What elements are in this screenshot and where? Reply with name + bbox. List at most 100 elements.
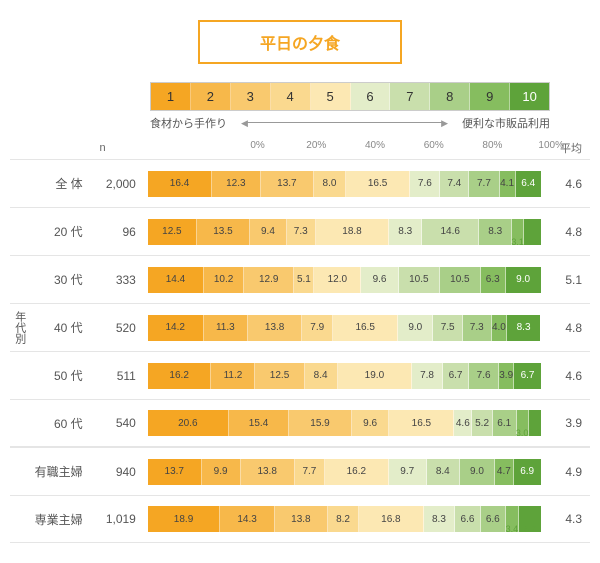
- bar-segment: 9.0: [506, 267, 541, 293]
- bar-segment: 13.8: [241, 459, 295, 485]
- stacked-bar: 14.410.212.95.112.09.610.510.56.39.0: [148, 267, 541, 293]
- legend-right-label: 便利な市販品利用: [462, 115, 550, 131]
- bar-segment: 6.3: [481, 267, 506, 293]
- data-row: 60 代54020.615.415.99.616.54.65.26.13.03.…: [10, 399, 590, 447]
- bar-segment: 18.9: [148, 506, 220, 532]
- bar-segment: 11.3: [204, 315, 248, 341]
- row-category: 20 代: [28, 223, 89, 240]
- bar-segment: 16.5: [346, 171, 411, 197]
- bar-segment: 5.1: [294, 267, 314, 293]
- bar-segment: 12.9: [244, 267, 294, 293]
- stacked-bar: 20.615.415.99.616.54.65.26.13.03.1: [148, 410, 541, 436]
- row-average: 4.3: [541, 512, 590, 526]
- legend-cell-10: 10: [510, 83, 549, 110]
- bar-segment: 14.3: [220, 506, 275, 532]
- stacked-bar: 14.211.313.87.916.59.07.57.34.08.3: [148, 315, 541, 341]
- bar-segment: 15.9: [289, 410, 351, 436]
- bar-segment: 20.6: [148, 410, 229, 436]
- scale-legend: 12345678910: [150, 82, 550, 111]
- data-row: 専業主婦1,01918.914.313.88.216.88.36.66.63.4…: [10, 495, 590, 543]
- axis-tick: 60%: [424, 140, 444, 151]
- bar-segment: 3.4: [506, 506, 519, 532]
- bar-segment: 8.0: [314, 171, 345, 197]
- bar-segment: 18.8: [316, 219, 390, 245]
- data-row: 30 代33314.410.212.95.112.09.610.510.56.3…: [10, 255, 590, 303]
- bar-segment: 9.6: [361, 267, 399, 293]
- axis-tick: 0%: [250, 140, 264, 151]
- bar-segment: 10.2: [204, 267, 244, 293]
- row-n: 2,000: [89, 177, 148, 191]
- bar-segment: 8.2: [328, 506, 359, 532]
- data-row: 20 代9612.513.59.47.318.88.314.68.33.14.2…: [10, 207, 590, 255]
- data-row: 年代別40 代52014.211.313.87.916.59.07.57.34.…: [10, 303, 590, 351]
- bar-segment: 4.1: [500, 171, 516, 197]
- bar-segment: 7.3: [287, 219, 316, 245]
- bar-segment: 12.0: [314, 267, 361, 293]
- row-average: 5.1: [541, 273, 590, 287]
- bar-segment: 14.6: [422, 219, 479, 245]
- row-n: 940: [89, 465, 148, 479]
- bar-segment: 6.7: [443, 363, 469, 389]
- legend-left-label: 食材から手作り: [150, 115, 227, 131]
- row-category: 60 代: [28, 415, 89, 432]
- row-average: 4.8: [541, 225, 590, 239]
- data-row: 50 代51116.211.212.58.419.07.86.77.63.96.…: [10, 351, 590, 399]
- bar-segment: 13.7: [148, 459, 202, 485]
- row-n: 520: [89, 321, 148, 335]
- row-average: 3.9: [541, 416, 590, 430]
- rows-container: 全 体2,00016.412.313.78.016.57.67.47.74.16…: [10, 159, 590, 543]
- bar-segment: 7.8: [412, 363, 443, 389]
- bar-segment: 8.3: [389, 219, 422, 245]
- legend-cell-6: 6: [351, 83, 391, 110]
- bar-segment: 12.5: [255, 363, 304, 389]
- row-n: 511: [89, 369, 148, 383]
- bar-segment: 7.7: [295, 459, 325, 485]
- bar-segment: 7.5: [433, 315, 462, 341]
- bar-segment: 19.0: [338, 363, 413, 389]
- data-row: 全 体2,00016.412.313.78.016.57.67.47.74.16…: [10, 159, 590, 207]
- chart-title-box: 平日の夕食: [198, 20, 402, 64]
- bar-segment: 5.7: [519, 506, 541, 532]
- bar-segment: 6.7: [514, 363, 540, 389]
- stacked-bar: 13.79.913.87.716.29.78.49.04.76.9: [148, 459, 541, 485]
- bar-segment: 13.5: [197, 219, 250, 245]
- legend-cell-7: 7: [390, 83, 430, 110]
- row-category: 50 代: [28, 367, 89, 384]
- axis-tick: 80%: [482, 140, 502, 151]
- bar-segment: 14.2: [148, 315, 204, 341]
- bar-segment: 9.7: [389, 459, 427, 485]
- axis-tick: 20%: [306, 140, 326, 151]
- bar-segment: 11.2: [211, 363, 255, 389]
- bar-segment: 16.5: [333, 315, 398, 341]
- bar-segment: 6.1: [493, 410, 517, 436]
- bar-segment: 8.3: [424, 506, 456, 532]
- data-row: 有職主婦94013.79.913.87.716.29.78.49.04.76.9…: [10, 447, 590, 495]
- row-average: 4.6: [541, 369, 590, 383]
- legend-cell-5: 5: [311, 83, 351, 110]
- stacked-bar: 12.513.59.47.318.88.314.68.33.14.2: [148, 219, 541, 245]
- bar-segment: 7.6: [410, 171, 440, 197]
- legend-arrow: ◀▶: [227, 115, 462, 131]
- bar-segment: 14.4: [148, 267, 204, 293]
- row-category: 40 代: [28, 319, 89, 336]
- row-n: 540: [89, 416, 148, 430]
- chart-container: 平日の夕食 12345678910 食材から手作り ◀▶ 便利な市販品利用 n …: [0, 0, 600, 563]
- bar-segment: 10.5: [399, 267, 440, 293]
- bar-segment: 3.1: [529, 410, 541, 436]
- bar-segment: 9.6: [352, 410, 390, 436]
- bar-segment: 16.5: [389, 410, 454, 436]
- bar-segment: 6.6: [481, 506, 506, 532]
- stacked-bar: 16.211.212.58.419.07.86.77.63.96.7: [148, 363, 541, 389]
- header-n: n: [70, 142, 117, 154]
- bar-segment: 9.0: [460, 459, 495, 485]
- bar-segment: 10.5: [440, 267, 481, 293]
- bar-segment: 7.7: [469, 171, 499, 197]
- bar-segment: 9.9: [202, 459, 241, 485]
- bar-segment: 13.8: [275, 506, 328, 532]
- chart-title: 平日の夕食: [260, 36, 340, 53]
- bar-segment: 6.4: [516, 171, 541, 197]
- stacked-bar: 18.914.313.88.216.88.36.66.63.45.7: [148, 506, 541, 532]
- bar-segment: 7.6: [469, 363, 499, 389]
- bar-segment: 7.4: [440, 171, 469, 197]
- axis-tick: 40%: [365, 140, 385, 151]
